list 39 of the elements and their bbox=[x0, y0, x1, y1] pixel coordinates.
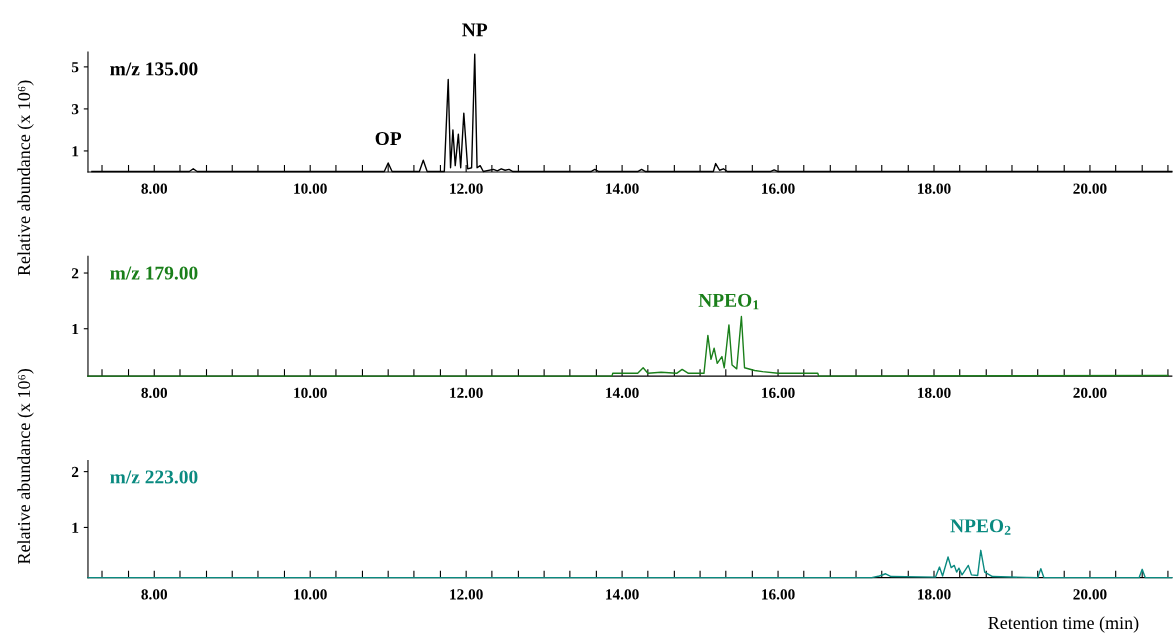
y-tick-label: 3 bbox=[71, 104, 79, 115]
y-tick-label: 1 bbox=[72, 323, 79, 335]
y-tick-label: 1 bbox=[72, 146, 79, 157]
x-tick-label: 18.00 bbox=[918, 183, 951, 194]
x-tick-label: 16.00 bbox=[762, 183, 795, 194]
chart-title: m/z 179.00 bbox=[110, 266, 198, 280]
chart-title: m/z 135.00 bbox=[110, 62, 198, 76]
x-tick-label: 12.00 bbox=[450, 589, 483, 600]
x-tick-label: 8.00 bbox=[141, 387, 168, 399]
x-tick-label: 14.00 bbox=[606, 387, 639, 399]
annotation: NPEO$_{1}$ bbox=[698, 293, 759, 310]
x-tick-label: 12.00 bbox=[450, 183, 483, 194]
x-tick-label: 20.00 bbox=[1073, 589, 1107, 600]
chart-title: m/z 223.00 bbox=[110, 470, 198, 484]
x-tick-label: 12.00 bbox=[450, 387, 483, 399]
annotation: NP bbox=[462, 23, 488, 37]
y-tick-label: 2 bbox=[71, 466, 79, 477]
y-axis-title: Relative abundance (x 10⁶) bbox=[17, 368, 34, 564]
x-tick-label: 16.00 bbox=[762, 387, 795, 399]
x-tick-label: 14.00 bbox=[606, 183, 639, 194]
y-axis-title: Relative abundance (x 10⁶) bbox=[17, 80, 34, 276]
annotation: NPEO$_{2}$ bbox=[950, 519, 1011, 535]
x-tick-label: 10.00 bbox=[294, 183, 327, 194]
x-tick-label: 10.00 bbox=[294, 589, 327, 600]
line-series bbox=[87, 315, 1169, 377]
annotation: OP bbox=[375, 132, 402, 146]
x-tick-label: 20.00 bbox=[1073, 387, 1107, 399]
x-tick-label: 16.00 bbox=[762, 589, 795, 600]
x-tick-label: 18.00 bbox=[918, 589, 951, 600]
x-tick-label: 8.00 bbox=[141, 183, 168, 194]
y-tick-label: 5 bbox=[71, 62, 79, 73]
x-tick-label: 18.00 bbox=[918, 387, 951, 399]
x-tick-label: 10.00 bbox=[294, 387, 327, 399]
x-axis-title: Retention time (min) bbox=[988, 616, 1139, 633]
y-tick-label: 2 bbox=[71, 268, 79, 279]
y-tick-label: 1 bbox=[72, 522, 79, 533]
x-tick-label: 20.00 bbox=[1073, 183, 1107, 194]
x-tick-label: 14.00 bbox=[606, 589, 639, 600]
x-tick-label: 8.00 bbox=[141, 589, 168, 600]
